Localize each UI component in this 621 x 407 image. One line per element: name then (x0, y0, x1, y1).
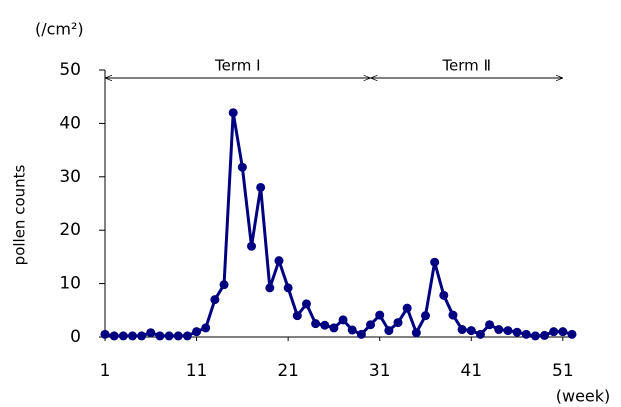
data-point (146, 328, 156, 338)
data-point (311, 319, 321, 329)
y-axis-label: pollen counts (11, 164, 29, 265)
x-tick-label: 31 (369, 361, 391, 381)
y-tick-label: 10 (59, 274, 81, 294)
data-point (466, 326, 476, 336)
data-point (549, 327, 559, 337)
y-tick-label: 40 (59, 113, 81, 133)
data-line (104, 111, 573, 338)
data-point (109, 331, 119, 341)
data-point (301, 299, 311, 309)
data-point (329, 323, 339, 333)
data-point (448, 310, 458, 320)
data-point (210, 295, 220, 305)
data-point (173, 331, 183, 341)
data-point (540, 330, 550, 340)
x-tick-label: 41 (460, 361, 482, 381)
y-tick-label: 20 (59, 220, 81, 240)
data-point (118, 331, 128, 341)
data-point (494, 325, 504, 335)
data-point (182, 331, 192, 341)
y-tick-label: 0 (70, 327, 81, 347)
data-point (137, 331, 147, 341)
data-point (375, 310, 385, 320)
data-point (320, 320, 330, 330)
y-unit: (/cm²) (35, 20, 84, 39)
data-point (356, 329, 366, 339)
data-point (393, 318, 403, 328)
x-tick-label: 11 (186, 361, 208, 381)
data-point (439, 290, 449, 300)
data-point (256, 182, 266, 192)
data-point (192, 327, 202, 337)
data-point (127, 331, 137, 341)
data-point (100, 329, 110, 339)
data-point (567, 329, 577, 339)
x-unit: (week) (556, 387, 611, 406)
data-point (521, 329, 531, 339)
data-point (530, 331, 540, 341)
data-point (265, 283, 275, 293)
x-tick-label: 1 (100, 361, 111, 381)
term-label: Term Ⅱ (441, 57, 491, 75)
y-tick-label: 50 (59, 60, 81, 80)
data-point (411, 328, 421, 338)
y-tick-label: 30 (59, 167, 81, 187)
data-point (274, 256, 284, 266)
data-point (402, 303, 412, 313)
data-point (457, 325, 467, 335)
data-point (338, 315, 348, 325)
data-point (503, 326, 513, 336)
data-point (219, 280, 229, 290)
data-point (420, 311, 430, 321)
data-point (283, 283, 293, 293)
data-point (384, 326, 394, 336)
data-point (512, 327, 522, 337)
data-point (292, 311, 302, 321)
x-tick-label: 51 (552, 361, 574, 381)
data-point (201, 323, 211, 333)
data-point (155, 331, 165, 341)
data-point (485, 320, 495, 330)
data-point (558, 327, 568, 337)
term-label: Term Ⅰ (214, 57, 261, 75)
data-point (247, 241, 257, 251)
data-point (366, 320, 376, 330)
data-point (475, 329, 485, 339)
data-point (228, 108, 238, 118)
data-point (237, 162, 247, 172)
x-tick-label: 21 (277, 361, 299, 381)
data-point (347, 325, 357, 335)
data-point (430, 257, 440, 267)
data-point (164, 331, 174, 341)
